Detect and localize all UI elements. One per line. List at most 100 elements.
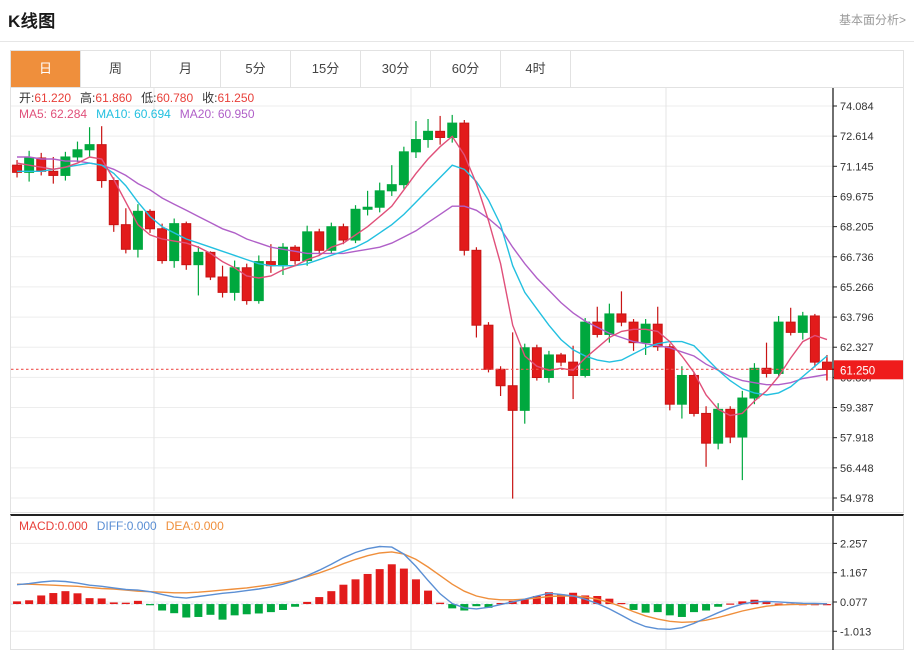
macd-bar xyxy=(303,601,312,605)
ohlc-legend: 开:61.220 高:61.860 低:60.780 收:61.250 MA5: 62… xyxy=(19,90,255,122)
dea-value: 0.000 xyxy=(193,519,224,533)
macd-bar xyxy=(121,602,130,605)
macd-bar xyxy=(605,598,614,605)
macd-bar xyxy=(569,592,578,605)
price-tick-label: 69.675 xyxy=(840,191,874,203)
macd-bar xyxy=(315,597,324,605)
macd-bar xyxy=(617,602,626,605)
macd-bar xyxy=(133,600,142,605)
macd-bar xyxy=(291,604,300,607)
macd-bar xyxy=(49,593,58,605)
tab-5[interactable]: 30分 xyxy=(361,51,431,87)
ma5-label: MA5: xyxy=(19,107,48,121)
price-chart-svg[interactable]: 74.084 72.614 71.145 69.675 68.205 66.736 65.2… xyxy=(11,88,903,511)
tabbar-filler xyxy=(571,51,903,87)
macd-bar xyxy=(61,591,70,605)
candle-body xyxy=(229,267,240,293)
macd-bar xyxy=(387,564,396,605)
candle-body xyxy=(423,130,434,141)
macd-bar xyxy=(424,590,433,605)
macd-bar xyxy=(158,604,167,611)
macd-bar xyxy=(170,604,179,614)
candle-body xyxy=(556,354,566,363)
candle-body xyxy=(809,315,820,363)
low-label: 低: xyxy=(141,91,157,105)
macd-bar xyxy=(109,602,118,605)
tab-4[interactable]: 15分 xyxy=(291,51,361,87)
macd-bar xyxy=(242,604,251,615)
macd-bar xyxy=(557,594,566,605)
candle-body xyxy=(386,184,397,192)
macd-bar xyxy=(726,603,735,605)
macd-bar xyxy=(653,604,662,613)
tab-2[interactable]: 月 xyxy=(151,51,221,87)
fundamental-analysis-link[interactable]: 基本面分析> xyxy=(838,13,906,27)
macd-chart-svg[interactable]: 2.257 1.167 0.077 -1.013 xyxy=(11,516,903,650)
macd-tick-label: 1.167 xyxy=(840,568,868,580)
macd-bar xyxy=(73,593,82,605)
macd-bar xyxy=(218,604,227,620)
ma20-label: MA20: xyxy=(179,107,215,121)
price-tick-label: 65.266 xyxy=(840,282,874,294)
price-tick-label: 59.387 xyxy=(840,403,874,415)
candle-body xyxy=(483,324,494,370)
candle-body xyxy=(374,190,385,208)
close-label: 收: xyxy=(202,91,218,105)
candle-body xyxy=(338,226,349,241)
tab-7[interactable]: 4时 xyxy=(501,51,571,87)
dea-label: DEA: xyxy=(165,519,194,533)
price-tick-label: 71.145 xyxy=(840,161,874,173)
candle-body xyxy=(253,261,264,302)
macd-bar xyxy=(97,598,106,605)
header-divider xyxy=(0,41,914,42)
macd-legend: MACD:0.000 DIFF:0.000 DEA:0.000 xyxy=(19,518,224,534)
macd-bar xyxy=(230,604,239,616)
ma-row: MA5: 62.284 MA10: 60.694 MA20: 60.950 xyxy=(19,106,255,122)
candle-body xyxy=(616,313,627,323)
candle-body xyxy=(531,347,542,379)
candle-body xyxy=(761,367,772,374)
price-chart-panel: 开:61.220 高:61.860 低:60.780 收:61.250 MA5: 62… xyxy=(10,88,904,513)
candle-body xyxy=(640,323,651,344)
diff-value: 0.000 xyxy=(126,519,157,533)
tab-1[interactable]: 周 xyxy=(81,51,151,87)
candle-body xyxy=(507,385,518,411)
candle-body xyxy=(435,130,446,138)
tab-3[interactable]: 5分 xyxy=(221,51,291,87)
candle-body xyxy=(350,208,361,241)
macd-bar xyxy=(665,604,674,616)
candle-body xyxy=(120,224,131,250)
macd-bar xyxy=(544,592,553,605)
ma20-value: 60.950 xyxy=(217,107,255,121)
candle-body xyxy=(410,139,421,153)
macd-bar xyxy=(339,584,348,605)
price-tick-label: 66.736 xyxy=(840,252,874,264)
macd-bar xyxy=(436,602,445,605)
macd-bar xyxy=(13,601,22,605)
price-tick-label: 56.448 xyxy=(840,463,874,475)
price-tick-label: 74.084 xyxy=(840,101,874,113)
candle-body xyxy=(241,267,252,302)
candle-body xyxy=(664,346,675,405)
macd-tick-label: 0.077 xyxy=(840,597,868,609)
price-tick-label: 57.918 xyxy=(840,433,874,445)
macd-bar xyxy=(206,604,215,615)
candle-body xyxy=(471,249,482,326)
current-price-badge-label: 61.250 xyxy=(840,365,875,377)
candle-body xyxy=(157,228,168,262)
candle-body xyxy=(12,164,23,173)
page-header: K线图 基本面分析> xyxy=(0,0,914,42)
candle-body xyxy=(737,397,748,438)
candle-body xyxy=(96,144,107,182)
tab-6[interactable]: 60分 xyxy=(431,51,501,87)
macd-bar xyxy=(37,595,46,605)
macd-bar xyxy=(677,604,686,617)
candle-body xyxy=(713,408,724,444)
macd-bar xyxy=(194,604,203,617)
open-label: 开: xyxy=(19,91,35,105)
tab-0[interactable]: 日 xyxy=(11,51,81,87)
candle-body xyxy=(495,368,506,387)
candle-body xyxy=(84,144,95,151)
macd-bar xyxy=(689,604,698,613)
diff-line xyxy=(16,545,828,631)
